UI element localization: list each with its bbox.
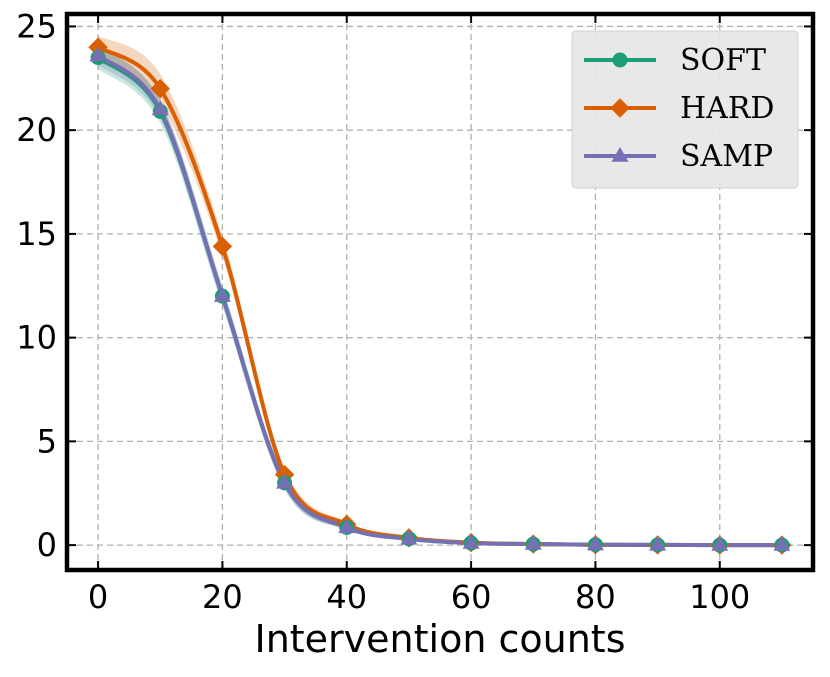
point-samp (400, 529, 418, 545)
y-tick-label: 25 (16, 7, 57, 45)
point-samp (711, 536, 729, 551)
x-tick-label: 40 (326, 578, 367, 616)
point-hard (212, 236, 233, 257)
plot-frame (64, 11, 816, 573)
legend-label-soft: SOFT (680, 43, 766, 78)
point-samp (586, 535, 604, 551)
x-tick-label: 60 (451, 578, 492, 616)
point-samp (773, 536, 791, 551)
x-tick-label: 100 (689, 578, 750, 616)
y-tick-label: 15 (16, 215, 57, 253)
x-tick-label: 80 (575, 578, 616, 616)
legend-marker-hard (610, 98, 630, 118)
point-samp (213, 287, 231, 302)
point-hard (150, 78, 170, 99)
y-tick-label: 5 (37, 422, 57, 460)
legend-marker-soft (612, 52, 628, 68)
legend-box (571, 30, 799, 189)
grid (67, 14, 813, 570)
y-tick-label: 10 (16, 319, 57, 357)
point-samp (462, 534, 480, 549)
legend-marker-samp (611, 146, 629, 162)
x-tick-label: 20 (202, 578, 243, 616)
point-samp (524, 535, 542, 550)
x-tick-label: 0 (88, 578, 108, 616)
legend: SOFT HARD SAMP (571, 30, 799, 189)
point-samp (89, 46, 107, 62)
point-samp (338, 518, 356, 534)
y-tick-label: 20 (16, 111, 57, 149)
legend-label-samp: SAMP (680, 139, 773, 174)
x-axis-title: Intervention counts (254, 617, 625, 661)
ticks: 0 20 40 60 80 100 0 5 10 15 20 25 (16, 7, 813, 616)
point-samp (276, 473, 294, 489)
legend-label-hard: HARD (680, 91, 774, 126)
point-samp (151, 100, 169, 116)
y-tick-label: 0 (37, 526, 57, 564)
series-markers (88, 37, 792, 555)
point-samp (649, 535, 667, 551)
